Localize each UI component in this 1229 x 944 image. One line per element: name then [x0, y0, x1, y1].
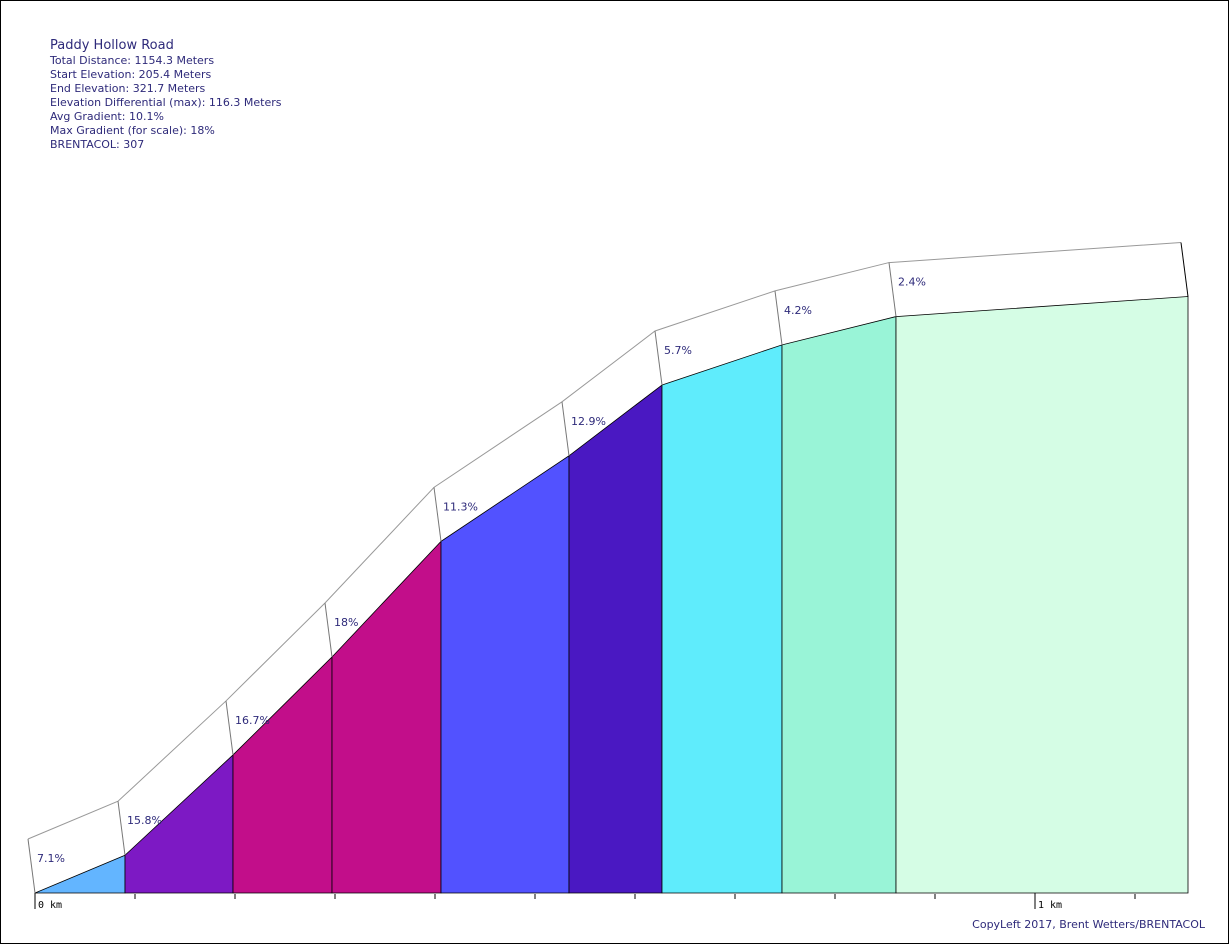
profile-segment — [895, 296, 1189, 894]
perspective-connector — [433, 487, 442, 542]
copyleft-credit: CopyLeft 2017, Brent Wetters/BRENTACOL — [972, 918, 1205, 931]
profile-segment — [781, 316, 897, 894]
perspective-connector — [888, 262, 897, 317]
segment-gradient-label: 4.2% — [784, 304, 812, 317]
x-tick-label: 0 km — [38, 900, 62, 911]
perspective-connector — [324, 602, 333, 658]
profile-segment — [232, 656, 333, 894]
segment-gradient-label: 5.7% — [664, 344, 692, 357]
max-gradient-text: Max Gradient (for scale): 18% — [50, 124, 215, 137]
start-elevation-text: Start Elevation: 205.4 Meters — [50, 68, 212, 81]
avg-gradient-text: Avg Gradient: 10.1% — [50, 110, 164, 123]
total-distance-text: Total Distance: 1154.3 Meters — [50, 54, 215, 67]
profile-segment — [568, 384, 663, 894]
segment-gradient-label: 18% — [334, 616, 358, 629]
x-tick-label: 1 km — [1038, 900, 1062, 911]
end-elevation-text: End Elevation: 321.7 Meters — [50, 82, 206, 95]
route-info-panel: Paddy Hollow Road Total Distance: 1154.3… — [50, 38, 281, 152]
segment-gradient-label: 16.7% — [235, 714, 270, 727]
profile-segment — [661, 344, 783, 894]
perspective-connector — [27, 838, 36, 894]
elevation-differential-text: Elevation Differential (max): 116.3 Mete… — [50, 96, 282, 109]
perspective-connector — [225, 700, 234, 756]
profile-segment — [440, 455, 570, 894]
profile-segment — [331, 540, 442, 894]
segment-gradient-label: 2.4% — [898, 276, 926, 289]
perspective-top-edge — [27, 242, 1182, 840]
perspective-connector — [1180, 242, 1189, 297]
perspective-connector — [561, 401, 570, 456]
brentacol-score-text: BRENTACOL: 307 — [50, 138, 145, 151]
perspective-connector — [774, 290, 783, 345]
segment-gradient-label: 15.8% — [127, 814, 162, 827]
segment-gradient-label: 12.9% — [571, 415, 606, 428]
segment-gradient-label: 11.3% — [443, 500, 478, 513]
perspective-connector — [117, 801, 126, 856]
segment-gradient-label: 7.1% — [37, 852, 65, 865]
perspective-connector — [654, 330, 663, 386]
route-title: Paddy Hollow Road — [50, 38, 174, 53]
